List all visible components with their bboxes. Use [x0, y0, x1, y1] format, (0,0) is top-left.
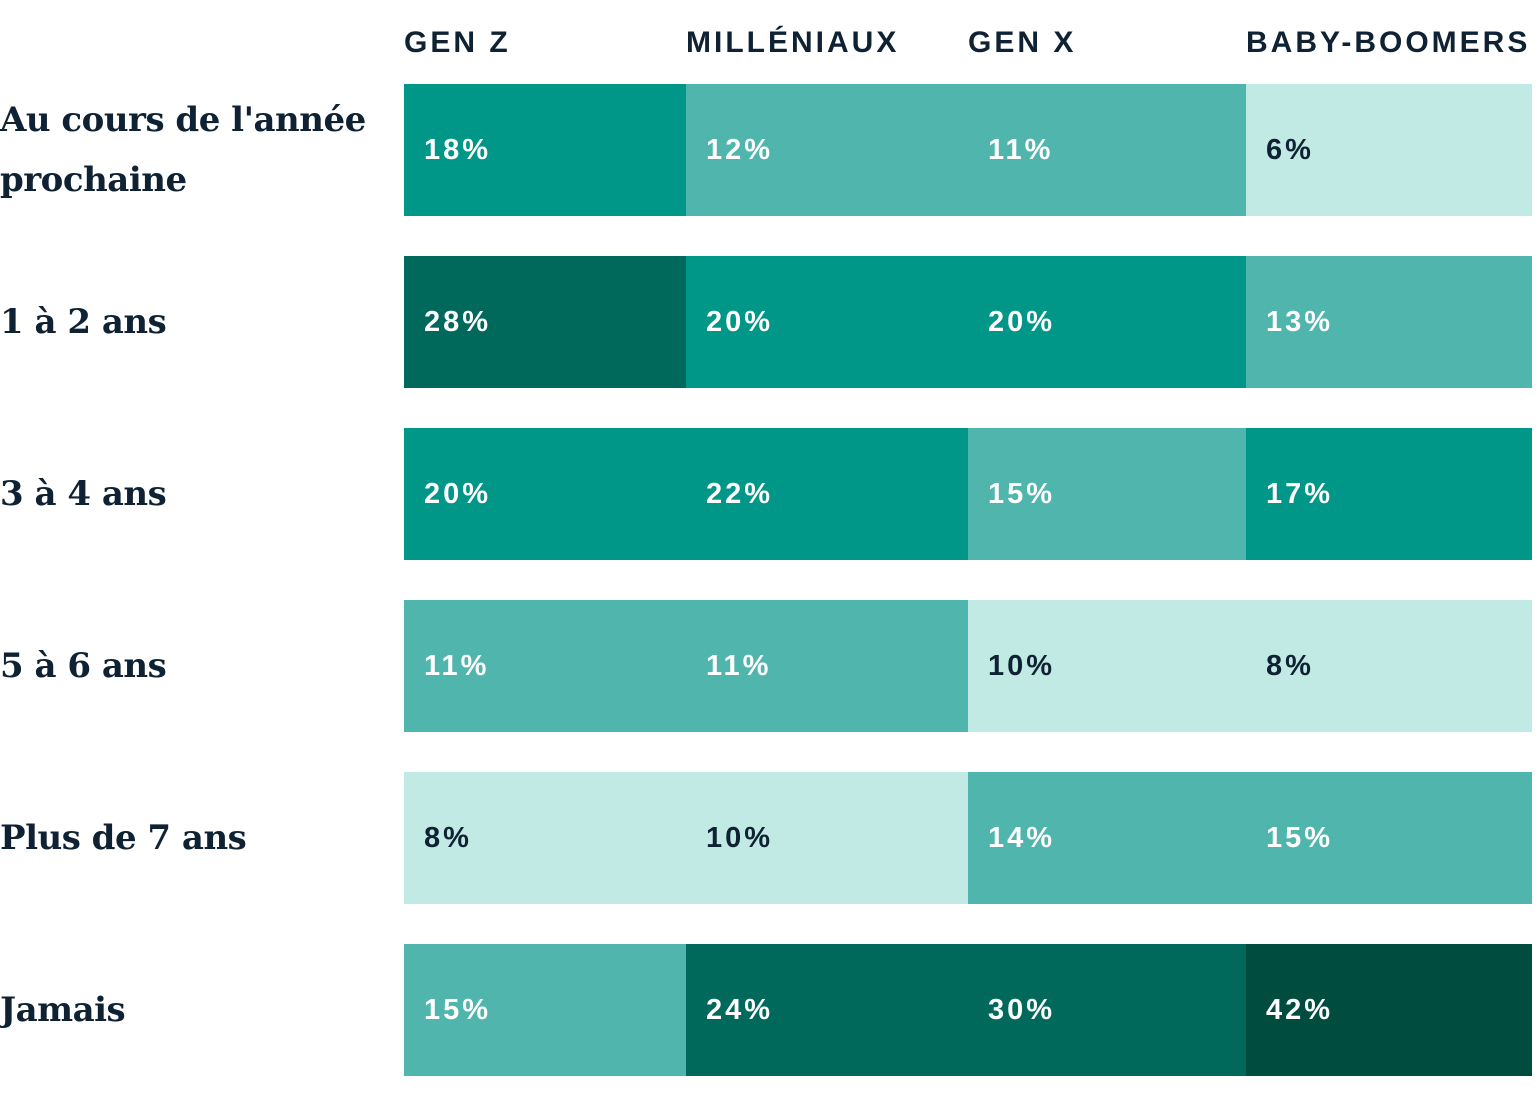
heatmap-cell: 22% — [686, 428, 968, 560]
heatmap-cell: 8% — [1246, 600, 1532, 732]
cell-value-label: 15% — [424, 993, 492, 1026]
cell-value-label: 15% — [1266, 821, 1334, 854]
cell-value-label: 28% — [424, 305, 492, 338]
cell-value-label: 11% — [988, 133, 1054, 166]
row-label: Jamais — [0, 990, 126, 1030]
row-label: Plus de 7 ans — [0, 818, 247, 858]
cell-value-label: 20% — [988, 305, 1056, 338]
cell-value-label: 12% — [706, 133, 774, 166]
heatmap-cell: 20% — [968, 256, 1246, 388]
heatmap-cell: 15% — [1246, 772, 1532, 904]
heatmap-cell: 15% — [404, 944, 686, 1076]
column-header: GEN Z — [404, 26, 511, 59]
heatmap-cell: 18% — [404, 84, 686, 216]
row-label: 1 à 2 ans — [0, 302, 167, 342]
cell-value-label: 15% — [988, 477, 1056, 510]
heatmap-cell: 24% — [686, 944, 968, 1076]
heatmap-cell: 17% — [1246, 428, 1532, 560]
cell-value-label: 30% — [988, 993, 1056, 1026]
cell-value-label: 8% — [1266, 649, 1314, 682]
heatmap-cell: 20% — [404, 428, 686, 560]
cell-value-label: 6% — [1266, 133, 1314, 166]
cell-value-label: 14% — [988, 821, 1056, 854]
heatmap-cell: 10% — [968, 600, 1246, 732]
heatmap-cell: 28% — [404, 256, 686, 388]
heatmap-cell: 8% — [404, 772, 686, 904]
heatmap-cell: 11% — [968, 84, 1246, 216]
cell-value-label: 10% — [988, 649, 1056, 682]
cell-value-label: 8% — [424, 821, 472, 854]
heatmap-cell: 10% — [686, 772, 968, 904]
cell-value-label: 22% — [706, 477, 774, 510]
heatmap-cell: 15% — [968, 428, 1246, 560]
heatmap-cell: 14% — [968, 772, 1246, 904]
row-label: 3 à 4 ans — [0, 474, 167, 514]
cell-value-label: 18% — [424, 133, 492, 166]
heatmap-cell: 42% — [1246, 944, 1532, 1076]
heatmap-cell: 11% — [404, 600, 686, 732]
cell-value-label: 11% — [706, 649, 772, 682]
heatmap-cell: 11% — [686, 600, 968, 732]
heatmap-cell: 6% — [1246, 84, 1532, 216]
row-label: Au cours de l'année prochaine — [0, 100, 366, 200]
column-header: BABY-BOOMERS — [1246, 26, 1531, 59]
cell-value-label: 13% — [1266, 305, 1334, 338]
cell-value-label: 24% — [706, 993, 774, 1026]
heatmap-cell: 30% — [968, 944, 1246, 1076]
heatmap-cell: 20% — [686, 256, 968, 388]
cell-value-label: 42% — [1266, 993, 1334, 1026]
cell-value-label: 17% — [1266, 477, 1334, 510]
cell-value-label: 20% — [424, 477, 492, 510]
cell-value-label: 10% — [706, 821, 774, 854]
heatmap-cell: 13% — [1246, 256, 1532, 388]
column-header: MILLÉNIAUX — [686, 26, 900, 59]
column-header: GEN X — [968, 26, 1077, 59]
cell-value-label: 11% — [424, 649, 490, 682]
heatmap-cell: 12% — [686, 84, 968, 216]
cell-value-label: 20% — [706, 305, 774, 338]
row-label: 5 à 6 ans — [0, 646, 167, 686]
